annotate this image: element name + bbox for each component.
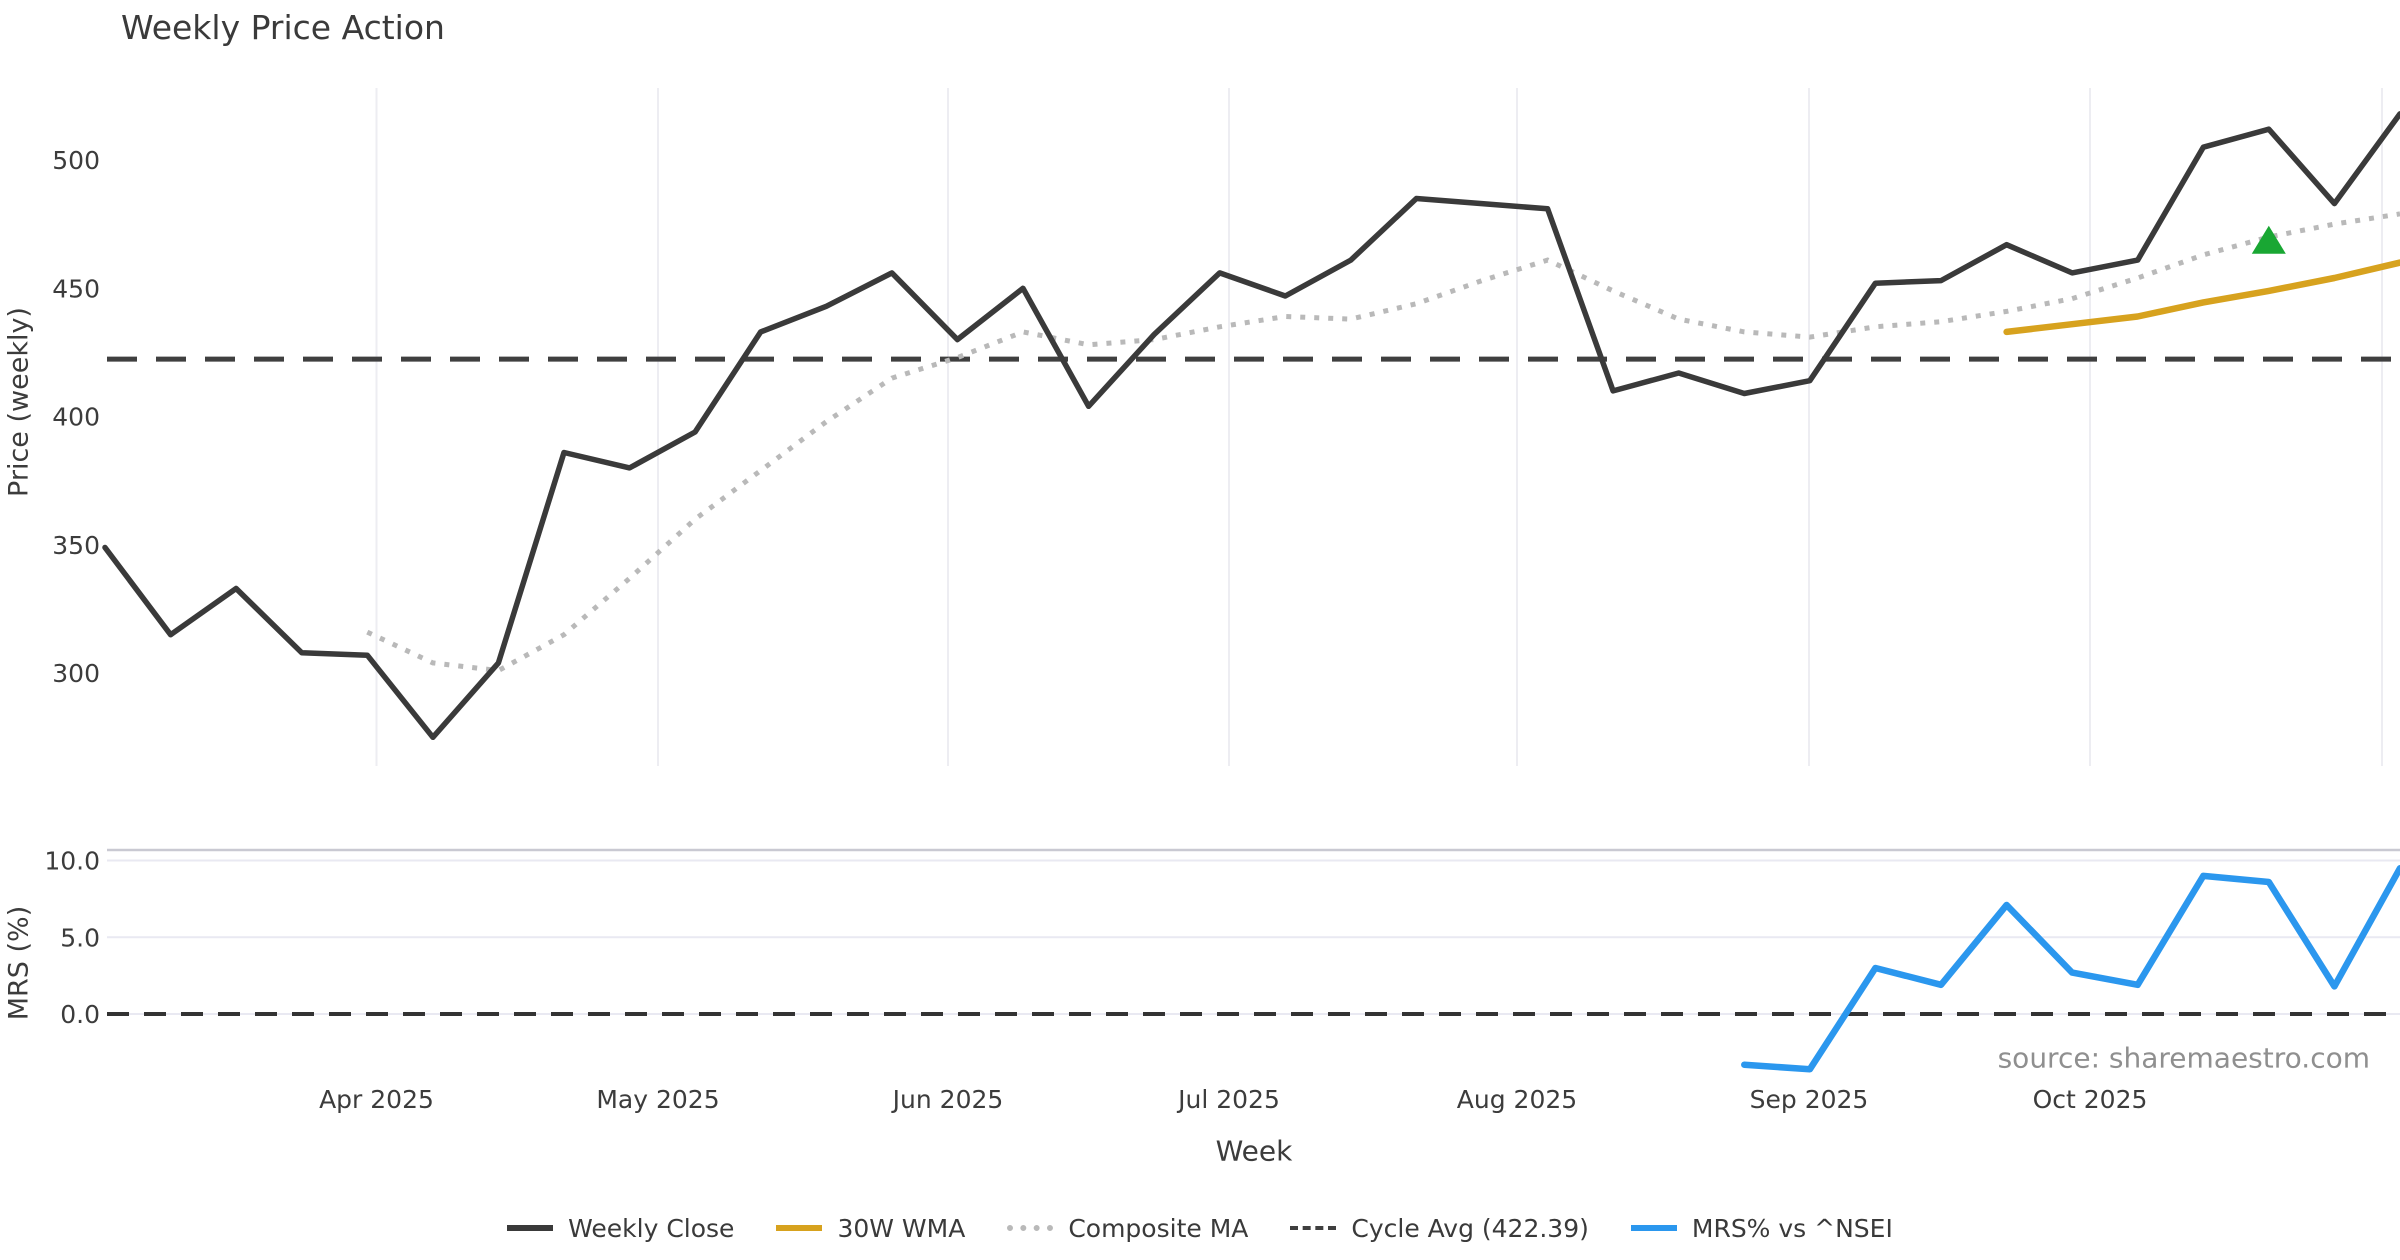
month-tick-label: Oct 2025 bbox=[2033, 1085, 2148, 1114]
legend-item-30w-wma: 30W WMA bbox=[776, 1214, 965, 1243]
price-tick-label: 350 bbox=[52, 531, 100, 560]
weekly-close-line bbox=[102, 111, 2400, 741]
month-tick-label: Sep 2025 bbox=[1750, 1085, 1869, 1114]
legend-label: MRS% vs ^NSEI bbox=[1691, 1213, 1893, 1243]
legend-swatch-solid bbox=[776, 1225, 823, 1231]
price-tick-label: 300 bbox=[52, 659, 100, 688]
legend-swatch-solid bbox=[507, 1225, 554, 1231]
chart-title: Weekly Price Action bbox=[121, 8, 445, 47]
price-tick-label: 450 bbox=[52, 274, 100, 303]
month-tick-label: Jul 2025 bbox=[1176, 1085, 1280, 1114]
mrs-tick-label: 5.0 bbox=[60, 923, 100, 952]
month-tick-label: Apr 2025 bbox=[319, 1085, 434, 1114]
signal-triangle-marker bbox=[2251, 225, 2286, 254]
legend-label: Cycle Avg (422.39) bbox=[1351, 1213, 1589, 1243]
price-tick-label: 500 bbox=[52, 146, 100, 175]
legend-swatch-dashed bbox=[1290, 1226, 1337, 1230]
composite-ma-line bbox=[366, 211, 2400, 674]
legend-label: Weekly Close bbox=[568, 1213, 735, 1243]
legend-label: Composite MA bbox=[1068, 1213, 1249, 1243]
month-tick-label: Jun 2025 bbox=[891, 1085, 1004, 1114]
wma-line bbox=[2003, 259, 2400, 336]
mrs-tick-label: 0.0 bbox=[60, 1000, 100, 1029]
legend-swatch-solid bbox=[1630, 1225, 1677, 1231]
x-axis-label: Week bbox=[1215, 1134, 1293, 1168]
source-attribution: source: sharemaestro.com bbox=[1997, 1041, 2370, 1075]
legend-item-mrs-vs-nsei: MRS% vs ^NSEI bbox=[1630, 1213, 1893, 1243]
month-tick-label: May 2025 bbox=[596, 1085, 719, 1114]
chart-legend: Weekly Close 30W WMA Composite MA Cycle Avg… bbox=[0, 1204, 2400, 1252]
mrs-line bbox=[1741, 864, 2400, 1073]
legend-label: 30W WMA bbox=[837, 1213, 966, 1243]
price-tick-label: 400 bbox=[52, 403, 100, 432]
month-tick-label: Aug 2025 bbox=[1457, 1085, 1577, 1114]
legend-swatch-dotted bbox=[1007, 1225, 1054, 1231]
mrs-tick-label: 10.0 bbox=[44, 847, 100, 876]
legend-item-composite-ma: Composite MA bbox=[1007, 1214, 1248, 1243]
legend-item-cycle-avg-422-39: Cycle Avg (422.39) bbox=[1290, 1214, 1589, 1243]
legend-item-weekly-close: Weekly Close bbox=[507, 1214, 734, 1243]
